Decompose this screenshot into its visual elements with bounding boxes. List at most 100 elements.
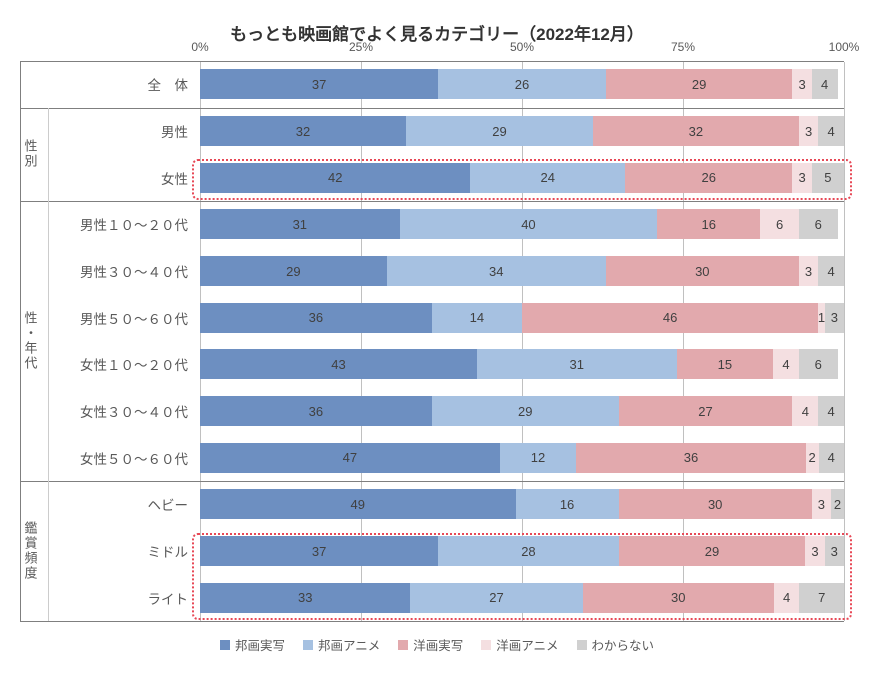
bar-segment: 4 [774,583,800,613]
stacked-bar: 49163032 [200,489,844,519]
bar-segment: 36 [576,443,806,473]
legend-label: 邦画アニメ [318,635,380,654]
bar-segment: 16 [516,489,619,519]
bar-segment: 24 [470,163,625,193]
stacked-bar: 31401666 [200,209,844,239]
legend-swatch [398,640,408,650]
bar-segment: 46 [522,303,818,333]
bar-row: 男性１０〜２０代31401666 [200,201,844,248]
bar-segment: 15 [677,349,774,379]
chart-container: もっとも映画館でよく見るカテゴリー（2022年12月） 0% 25% 50% 75% 1… [20,20,854,654]
bar-segment: 3 [799,256,818,286]
legend-label: 邦画実写 [235,635,285,654]
stacked-bar: 37262934 [200,69,844,99]
bar-segment: 4 [773,349,799,379]
bar-segment: 6 [799,349,838,379]
bar-rows: 全 体37262934男性32293234女性42242635男性１０〜２０代3… [200,61,844,621]
bar-segment: 6 [799,209,838,239]
xtick-label: 25% [349,40,373,54]
bar-segment: 30 [583,583,774,613]
row-label: 男性５０〜６０代 [48,308,200,328]
bar-segment: 3 [812,489,831,519]
bar-segment: 6 [760,209,799,239]
bar-segment: 3 [792,69,811,99]
group-label: 性別 [20,108,40,201]
bar-segment: 3 [805,536,824,566]
stacked-bar: 42242635 [200,163,844,193]
row-label: 女性 [48,168,200,188]
bar-segment: 32 [593,116,799,146]
bar-segment: 3 [825,536,844,566]
gridline [844,62,845,621]
bar-segment: 4 [812,69,838,99]
bar-row: 女性３０〜４０代36292744 [200,388,844,435]
bar-segment: 3 [799,116,818,146]
row-label: 男性 [48,121,200,141]
stacked-bar: 36292744 [200,396,844,426]
bar-segment: 30 [619,489,812,519]
bar-row: 男性５０〜６０代36144613 [200,294,844,341]
bar-segment: 29 [406,116,593,146]
legend-swatch [481,640,491,650]
bar-segment: 36 [200,396,432,426]
stacked-bar: 37282933 [200,536,844,566]
bar-row: 全 体37262934 [200,61,844,108]
legend-label: 洋画実写 [413,635,463,654]
bar-segment: 26 [438,69,605,99]
bar-segment: 28 [438,536,618,566]
row-label: 女性１０〜２０代 [48,354,200,374]
group-label: 鑑賞頻度 [20,481,40,621]
xtick-label: 0% [191,40,208,54]
row-label: 女性３０〜４０代 [48,401,200,421]
bar-segment: 43 [200,349,477,379]
xtick-label: 75% [671,40,695,54]
xtick-label: 50% [510,40,534,54]
bar-segment: 31 [477,349,677,379]
bar-segment: 4 [818,116,844,146]
bar-segment: 33 [200,583,410,613]
bar-segment: 26 [625,163,792,193]
plot-area: 0%25%50%75%100% 全 体37262934男性32293234女性4… [200,61,844,621]
bar-segment: 40 [400,209,658,239]
row-label: ライト [48,588,200,608]
bar-row: 女性５０〜６０代47123624 [200,434,844,481]
legend-label: 洋画アニメ [496,635,558,654]
bar-segment: 12 [500,443,577,473]
bar-segment: 34 [387,256,606,286]
bar-row: 女性１０〜２０代43311546 [200,341,844,388]
bar-row: 男性32293234 [200,108,844,155]
group-label: 性・年代 [20,201,40,481]
legend: 邦画実写 邦画アニメ 洋画実写 洋画アニメわからない [20,635,854,654]
bar-row: 男性３０〜４０代29343034 [200,248,844,295]
chart-title: もっとも映画館でよく見るカテゴリー（2022年12月） [20,20,854,45]
bar-segment: 4 [792,396,818,426]
bar-row: ミドル37282933 [200,528,844,575]
bar-segment: 32 [200,116,406,146]
bar-segment: 42 [200,163,470,193]
legend-swatch [303,640,313,650]
row-label: 全 体 [48,74,200,94]
bar-segment: 2 [831,489,844,519]
bar-segment: 30 [606,256,799,286]
row-label: 男性１０〜２０代 [48,214,200,234]
bar-row: ヘビー49163032 [200,481,844,528]
bar-segment: 16 [657,209,760,239]
stacked-bar: 29343034 [200,256,844,286]
legend-item: 邦画アニメ [303,635,380,654]
bar-segment: 29 [200,256,387,286]
bar-segment: 27 [410,583,582,613]
bar-segment: 4 [818,396,844,426]
bar-segment: 29 [606,69,793,99]
bar-segment: 31 [200,209,400,239]
stacked-bar: 32293234 [200,116,844,146]
bar-segment: 7 [799,583,844,613]
legend-item: わからない [577,635,655,654]
stacked-bar: 36144613 [200,303,844,333]
legend-item: 洋画実写 [398,635,463,654]
bar-segment: 29 [432,396,619,426]
bar-segment: 27 [619,396,793,426]
row-label: 男性３０〜４０代 [48,261,200,281]
legend-swatch [220,640,230,650]
bar-segment: 2 [806,443,819,473]
bar-segment: 37 [200,536,438,566]
